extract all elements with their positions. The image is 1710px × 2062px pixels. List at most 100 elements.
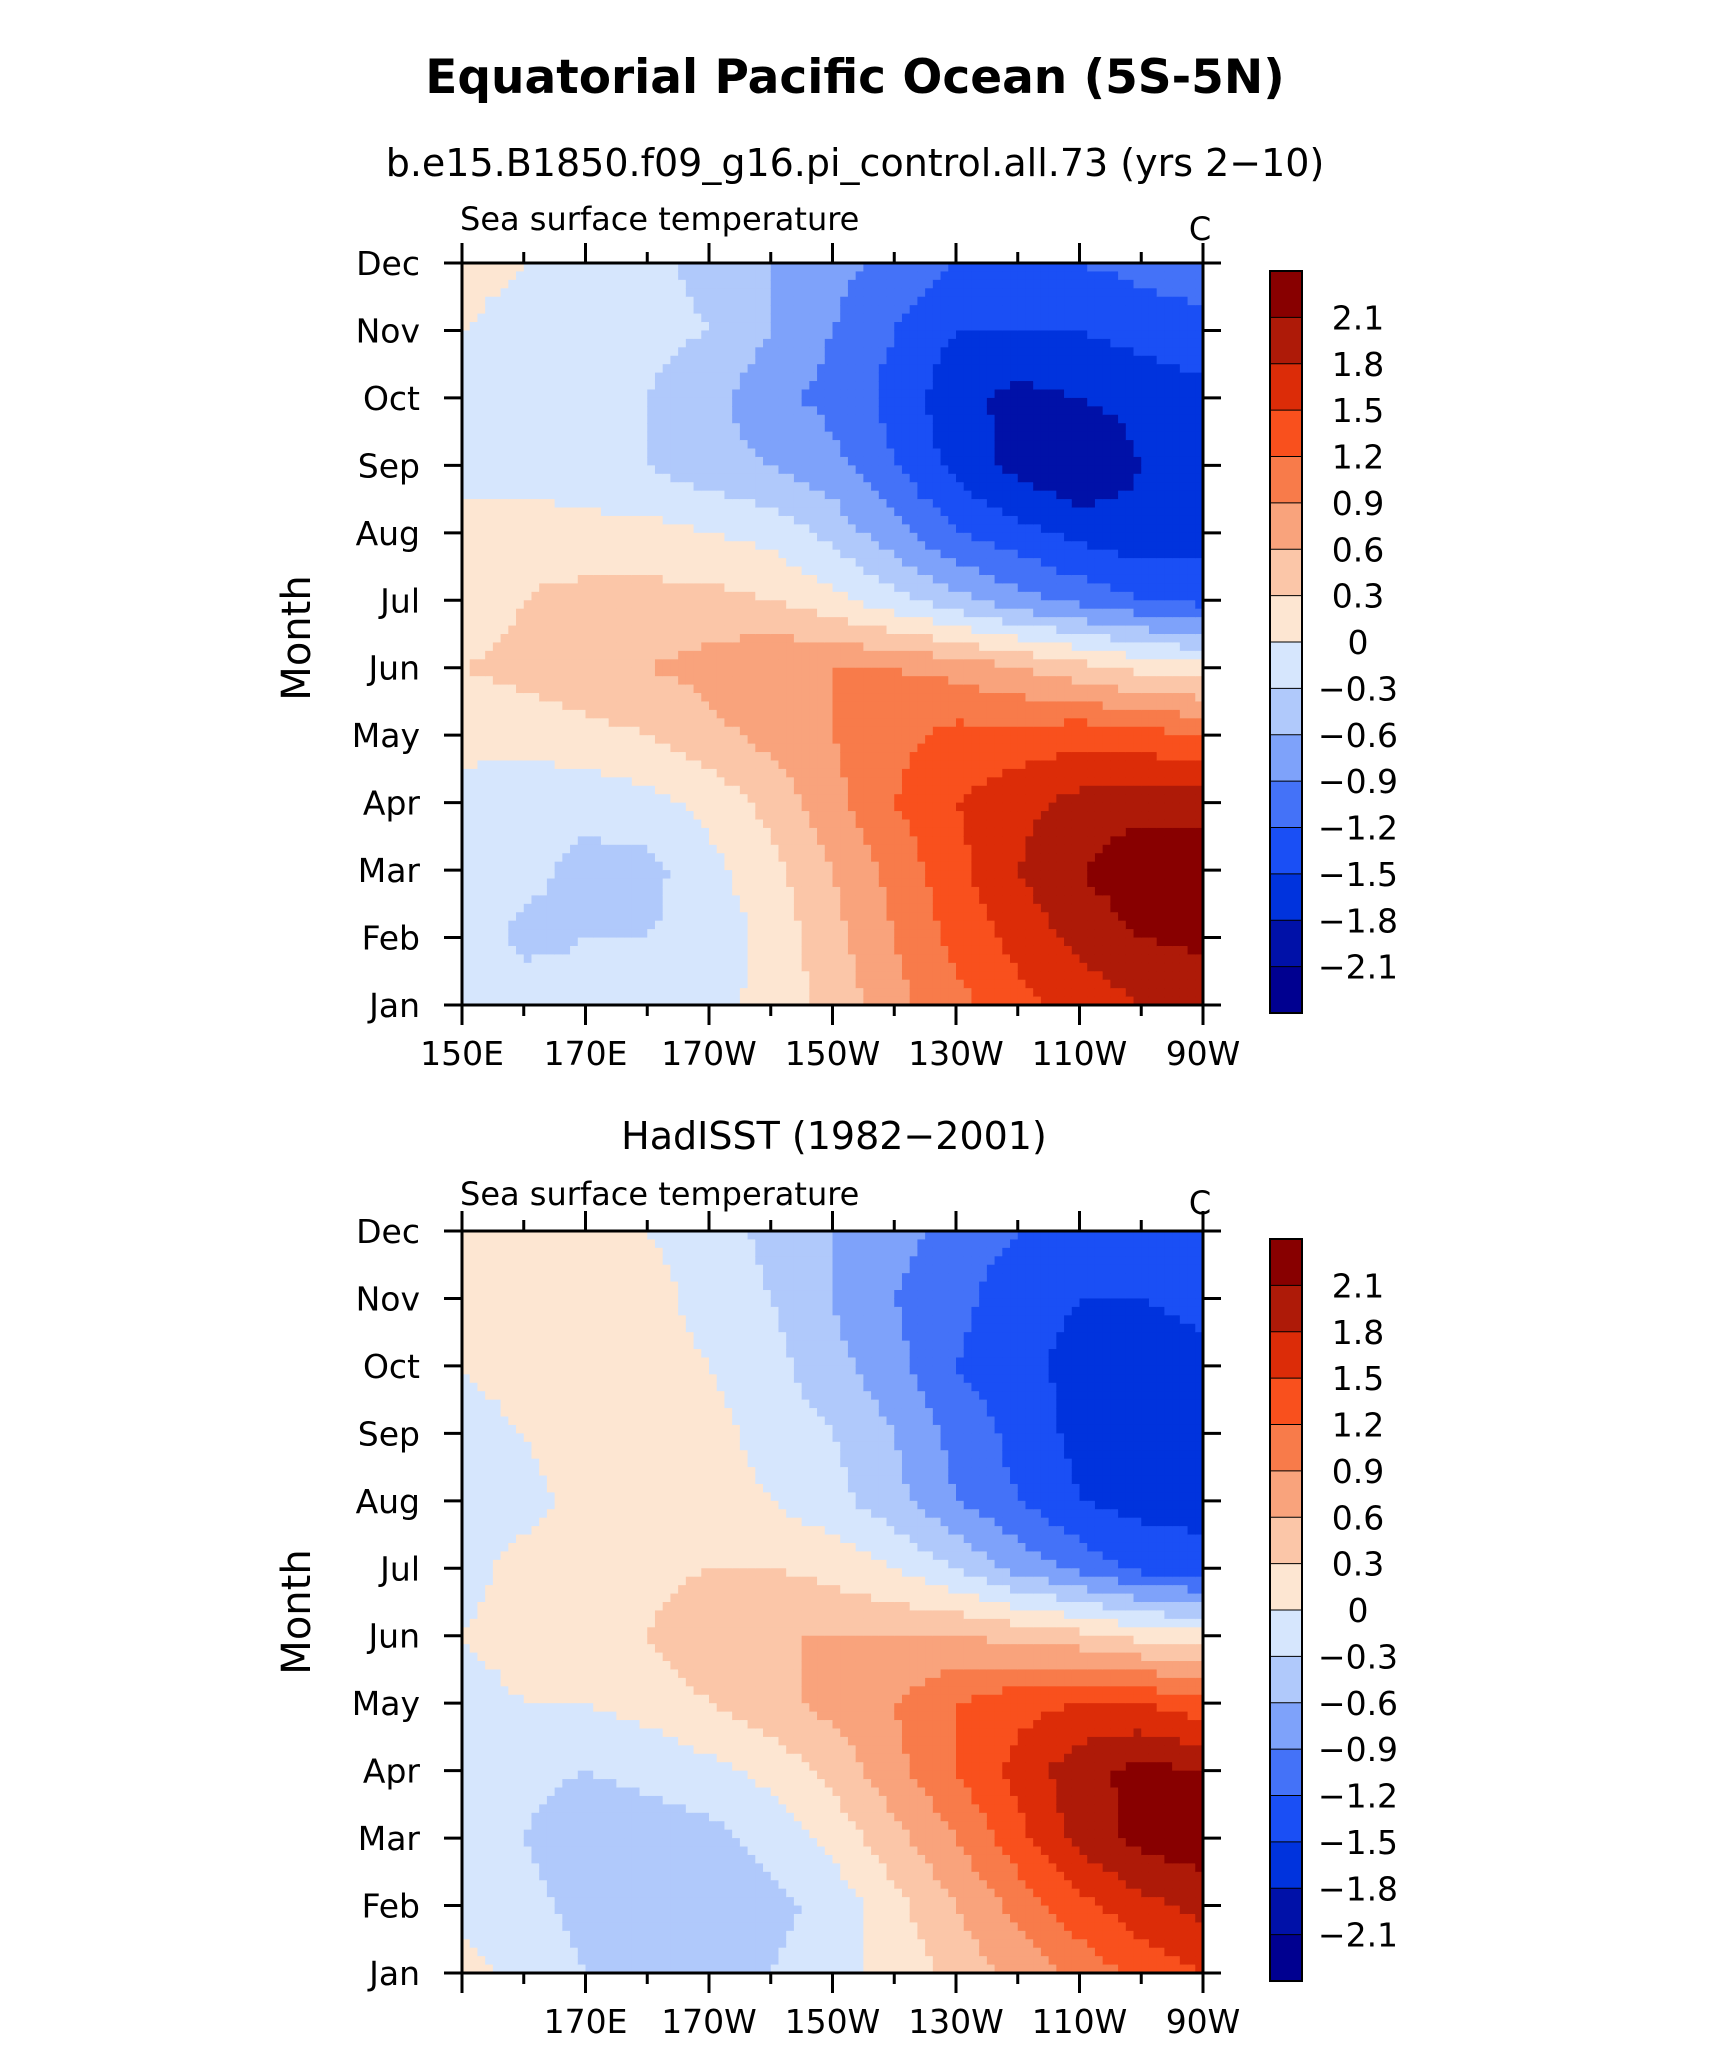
- contour-cell: [601, 921, 609, 930]
- contour-cell: [724, 938, 732, 947]
- contour-cell: [616, 921, 624, 930]
- contour-cell: [601, 895, 609, 904]
- contour-cell: [724, 474, 732, 483]
- contour-cell: [501, 280, 509, 289]
- contour-cell: [609, 912, 617, 921]
- contour-cell: [825, 406, 833, 415]
- contour-cell: [663, 398, 671, 407]
- contour-cell: [593, 356, 601, 365]
- contour-cell: [694, 516, 702, 525]
- contour-cell: [678, 288, 686, 297]
- contour-cell: [516, 685, 524, 694]
- contour-cell: [616, 516, 624, 525]
- contour-cell: [825, 853, 833, 862]
- contour-cell: [717, 786, 725, 795]
- contour-cell: [501, 853, 509, 862]
- contour-cell: [894, 373, 902, 382]
- contour-cell: [547, 760, 555, 769]
- contour-cell: [477, 710, 485, 719]
- contour-cell: [640, 474, 648, 483]
- contour-cell: [863, 777, 871, 786]
- contour-cell: [871, 634, 879, 643]
- contour-cell: [485, 533, 493, 542]
- contour-cell: [833, 971, 841, 980]
- contour-cell: [616, 685, 624, 694]
- contour-cell: [863, 786, 871, 795]
- contour-cell: [863, 659, 871, 668]
- contour-cell: [848, 609, 856, 618]
- contour-cell: [840, 617, 848, 626]
- contour-cell: [786, 954, 794, 963]
- contour-cell: [840, 575, 848, 584]
- contour-cell: [501, 921, 509, 930]
- contour-cell: [871, 440, 879, 449]
- contour-cell: [640, 592, 648, 601]
- contour-cell: [547, 718, 555, 727]
- contour-cell: [686, 330, 694, 339]
- contour-cell: [863, 794, 871, 803]
- contour-cell: [578, 845, 586, 854]
- contour-cell: [640, 465, 648, 474]
- contour-cell: [748, 482, 756, 491]
- contour-cell: [601, 642, 609, 651]
- contour-cell: [501, 820, 509, 829]
- contour-cell: [647, 634, 655, 643]
- contour-cell: [887, 693, 895, 702]
- contour-cell: [694, 744, 702, 753]
- contour-cell: [755, 583, 763, 592]
- contour-cell: [508, 558, 516, 567]
- contour-cell: [840, 558, 848, 567]
- contour-cell: [701, 398, 709, 407]
- contour-cell: [833, 626, 841, 635]
- contour-cell: [601, 524, 609, 533]
- contour-cell: [763, 432, 771, 441]
- contour-cell: [570, 828, 578, 837]
- contour-cell: [601, 634, 609, 643]
- contour-cell: [624, 347, 632, 356]
- contour-cell: [817, 288, 825, 297]
- contour-cell: [485, 777, 493, 786]
- contour-cell: [701, 280, 709, 289]
- contour-cell: [493, 364, 501, 373]
- contour-cell: [640, 381, 648, 390]
- contour-cell: [616, 895, 624, 904]
- contour-cell: [601, 499, 609, 508]
- contour-cell: [732, 474, 740, 483]
- contour-cell: [732, 727, 740, 736]
- contour-cell: [516, 971, 524, 980]
- contour-cell: [516, 381, 524, 390]
- contour-cell: [701, 701, 709, 710]
- contour-cell: [694, 314, 702, 323]
- contour-cell: [670, 786, 678, 795]
- contour-cell: [547, 895, 555, 904]
- contour-cell: [547, 541, 555, 550]
- contour-cell: [701, 794, 709, 803]
- contour-cell: [485, 870, 493, 879]
- contour-cell: [856, 895, 864, 904]
- contour-cell: [678, 794, 686, 803]
- contour-cell: [609, 879, 617, 888]
- contour-cell: [709, 727, 717, 736]
- contour-cell: [763, 879, 771, 888]
- contour-cell: [647, 735, 655, 744]
- contour-cell: [833, 381, 841, 390]
- contour-cell: [740, 912, 748, 921]
- contour-cell: [647, 727, 655, 736]
- contour-cell: [840, 760, 848, 769]
- contour-cell: [701, 533, 709, 542]
- contour-cell: [825, 381, 833, 390]
- contour-cell: [709, 474, 717, 483]
- contour-cell: [771, 432, 779, 441]
- contour-cell: [501, 600, 509, 609]
- contour-cell: [794, 651, 802, 660]
- contour-cell: [863, 718, 871, 727]
- contour-cell: [678, 524, 686, 533]
- contour-cell: [586, 347, 594, 356]
- contour-cell: [640, 777, 648, 786]
- contour-cell: [485, 406, 493, 415]
- contour-cell: [508, 609, 516, 618]
- contour-cell: [547, 845, 555, 854]
- contour-cell: [871, 988, 879, 997]
- contour-cell: [501, 398, 509, 407]
- contour-cell: [624, 634, 632, 643]
